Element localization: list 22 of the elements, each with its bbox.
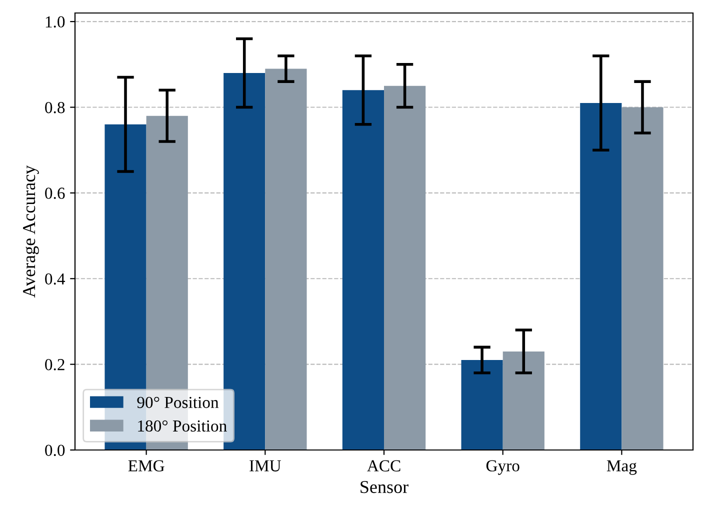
- bar: [580, 102, 622, 450]
- y-tick-label: 0.2: [45, 359, 64, 370]
- y-tick-label: 0.0: [45, 444, 65, 456]
- bar: [461, 360, 503, 450]
- y-tick-label: 0.8: [45, 102, 65, 114]
- x-tick-label: ACC: [367, 460, 400, 472]
- bar: [342, 90, 384, 450]
- legend-label: 180° Position: [138, 420, 227, 432]
- bar: [622, 107, 664, 450]
- x-tick-label: IMU: [250, 460, 282, 472]
- y-tick-label: 0.4: [45, 273, 66, 285]
- bar: [502, 351, 544, 450]
- x-tick-label: Gyro: [486, 460, 520, 475]
- bar: [265, 68, 307, 450]
- y-axis-title: Average Accuracy: [23, 165, 39, 298]
- x-axis-title: Sensor: [360, 480, 408, 494]
- bar: [384, 86, 426, 450]
- x-tick-label: EMG: [128, 460, 164, 472]
- x-tick-label: Mag: [606, 460, 637, 475]
- legend-label: 90° Position: [137, 396, 219, 408]
- y-tick-label: 0.6: [45, 188, 65, 199]
- y-tick-label: 1.0: [46, 16, 65, 28]
